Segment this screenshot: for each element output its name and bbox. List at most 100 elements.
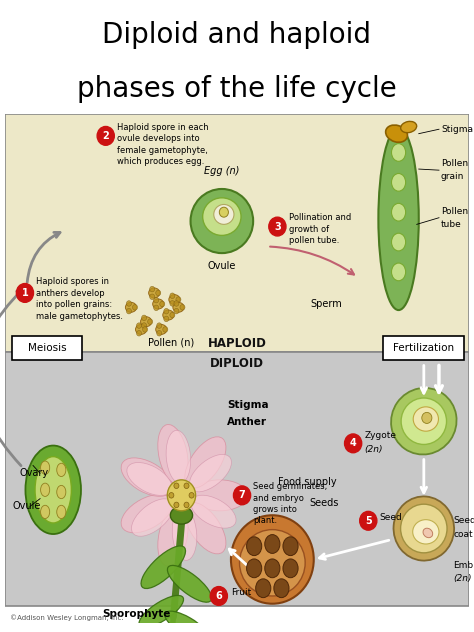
Ellipse shape (283, 559, 298, 578)
Ellipse shape (127, 463, 172, 495)
Ellipse shape (35, 456, 72, 523)
Ellipse shape (121, 494, 173, 533)
Text: 1: 1 (21, 288, 28, 298)
Text: 7: 7 (239, 490, 246, 501)
Text: Seed: Seed (453, 516, 474, 525)
Ellipse shape (166, 430, 191, 483)
Circle shape (170, 301, 175, 306)
Ellipse shape (136, 324, 146, 334)
Text: phases of the life cycle: phases of the life cycle (77, 75, 397, 103)
Bar (5, 351, 469, 606)
Ellipse shape (401, 121, 417, 133)
Circle shape (137, 331, 142, 336)
Circle shape (345, 434, 362, 453)
Ellipse shape (413, 407, 438, 431)
Text: ©Addison Wesley Longman, Inc.: ©Addison Wesley Longman, Inc. (10, 615, 123, 621)
Circle shape (269, 217, 286, 236)
Circle shape (360, 511, 377, 530)
Ellipse shape (274, 579, 289, 598)
Text: Pollination and
growth of
pollen tube.: Pollination and growth of pollen tube. (289, 214, 351, 245)
Ellipse shape (170, 506, 192, 524)
Ellipse shape (191, 495, 236, 528)
Circle shape (157, 331, 162, 336)
Ellipse shape (41, 506, 50, 518)
Circle shape (422, 413, 432, 423)
Text: Fruit: Fruit (231, 588, 251, 597)
Text: Haploid spores in
anthers develop
into pollen grains:
male gametophytes.: Haploid spores in anthers develop into p… (36, 277, 123, 321)
Circle shape (174, 301, 179, 307)
Text: (2n): (2n) (364, 446, 383, 454)
Circle shape (147, 319, 153, 324)
Circle shape (160, 301, 165, 307)
Circle shape (16, 284, 34, 302)
Text: Fertilization: Fertilization (393, 343, 455, 353)
Ellipse shape (392, 204, 406, 221)
Circle shape (210, 586, 228, 605)
Ellipse shape (246, 559, 262, 578)
Circle shape (170, 293, 175, 298)
Ellipse shape (423, 528, 433, 538)
Text: coat: coat (453, 530, 473, 538)
Text: 6: 6 (216, 591, 222, 601)
Ellipse shape (391, 388, 456, 454)
Ellipse shape (139, 595, 183, 628)
Circle shape (184, 483, 189, 489)
Circle shape (174, 308, 179, 314)
Ellipse shape (413, 520, 439, 544)
Text: tube: tube (441, 220, 462, 229)
Ellipse shape (126, 302, 137, 312)
Ellipse shape (392, 143, 406, 161)
Ellipse shape (26, 446, 81, 534)
Circle shape (154, 305, 159, 310)
Ellipse shape (239, 530, 305, 596)
Text: 3: 3 (274, 222, 281, 231)
Ellipse shape (153, 299, 164, 309)
Ellipse shape (172, 507, 197, 561)
Text: 2: 2 (102, 131, 109, 141)
Circle shape (155, 290, 161, 296)
Ellipse shape (141, 317, 152, 327)
Ellipse shape (141, 546, 185, 588)
Ellipse shape (378, 128, 419, 310)
Text: Ovary: Ovary (20, 468, 49, 478)
Circle shape (127, 308, 131, 314)
Ellipse shape (203, 198, 241, 236)
Circle shape (154, 298, 159, 303)
Circle shape (142, 315, 146, 320)
Ellipse shape (167, 566, 212, 602)
Ellipse shape (265, 559, 280, 578)
Ellipse shape (401, 504, 447, 553)
Circle shape (163, 327, 168, 332)
Bar (5, 114, 469, 351)
Text: Meiosis: Meiosis (28, 343, 66, 353)
FancyBboxPatch shape (12, 336, 82, 360)
Ellipse shape (255, 579, 271, 598)
Ellipse shape (246, 537, 262, 556)
Circle shape (180, 305, 185, 310)
Circle shape (132, 305, 137, 310)
Ellipse shape (169, 295, 180, 305)
Text: Anther: Anther (227, 417, 267, 427)
Ellipse shape (158, 506, 188, 566)
Circle shape (169, 492, 174, 498)
Text: Sperm: Sperm (310, 299, 342, 309)
Circle shape (170, 312, 175, 318)
Text: Pollen: Pollen (441, 159, 468, 168)
Circle shape (164, 316, 169, 322)
Text: Sporophyte: Sporophyte (102, 609, 170, 619)
Ellipse shape (401, 398, 447, 444)
Text: Embryo: Embryo (453, 561, 474, 569)
Circle shape (184, 502, 189, 507)
Circle shape (127, 301, 131, 307)
Ellipse shape (57, 506, 66, 518)
Circle shape (189, 492, 194, 498)
Ellipse shape (392, 263, 406, 281)
Ellipse shape (41, 461, 50, 474)
Text: Ovule: Ovule (208, 262, 236, 271)
Ellipse shape (392, 173, 406, 191)
FancyBboxPatch shape (383, 336, 464, 360)
Circle shape (97, 126, 114, 145)
Ellipse shape (214, 205, 234, 224)
Ellipse shape (265, 535, 280, 554)
Circle shape (142, 323, 146, 328)
